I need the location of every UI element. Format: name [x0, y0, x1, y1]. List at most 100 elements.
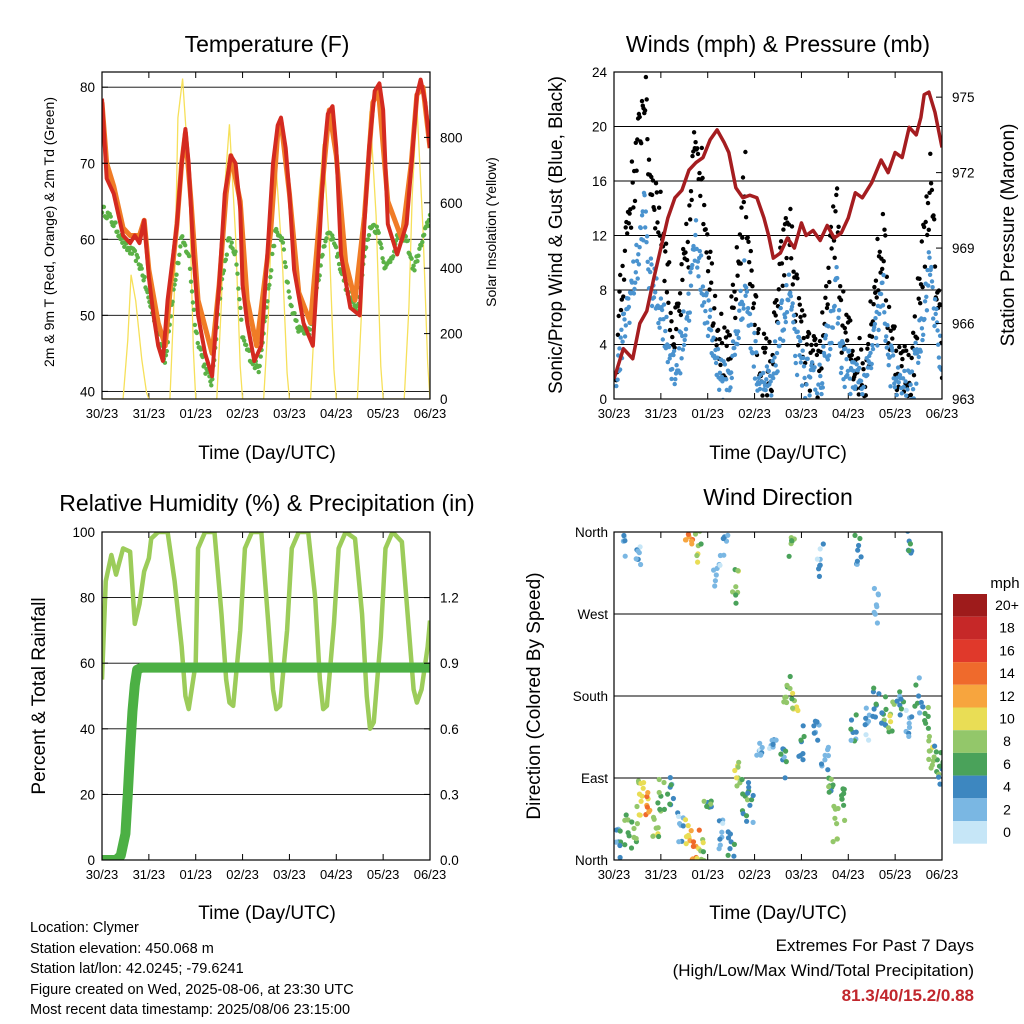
gust-point	[773, 313, 778, 318]
wind-point	[695, 265, 700, 270]
wind-point	[863, 401, 867, 405]
wind-point	[740, 302, 746, 307]
direction-point	[744, 797, 751, 803]
dewpoint-point	[202, 362, 207, 367]
dewpoint-point	[380, 256, 385, 261]
y-tick-label: 60	[80, 232, 95, 247]
direction-point	[912, 703, 918, 709]
y-tick-label: 80	[80, 591, 95, 606]
gust-point	[892, 324, 897, 329]
dewpoint-point	[187, 266, 193, 271]
wind-point	[863, 401, 867, 405]
gust-point	[643, 74, 649, 80]
wind-point	[900, 400, 904, 404]
gust-point	[809, 342, 814, 348]
wind-point	[744, 289, 750, 294]
x-tick-label: 04/23	[320, 406, 353, 421]
wind-point	[639, 213, 645, 218]
gust-point	[763, 345, 768, 351]
direction-point	[903, 707, 909, 714]
x-tick-label: 05/23	[879, 867, 912, 882]
dewpoint-point	[189, 289, 195, 294]
x-tick-label: 30/23	[598, 406, 631, 421]
direction-point	[697, 532, 703, 534]
direction-point	[696, 827, 702, 833]
gust-point	[874, 295, 879, 300]
gust-point	[627, 211, 632, 216]
dewpoint-point	[286, 289, 291, 294]
direction-point	[633, 556, 639, 562]
wind-point	[835, 321, 840, 326]
direction-point	[725, 835, 732, 841]
wind-point	[813, 387, 818, 392]
dewpoint-point	[200, 354, 205, 360]
gust-point	[794, 272, 799, 277]
wind-point	[711, 335, 716, 340]
wind-point	[907, 400, 911, 404]
direction-point	[831, 803, 837, 809]
wind-point	[671, 352, 676, 358]
extremes-values: 81.3/40/15.2/0.88	[841, 986, 974, 1005]
wind-point	[738, 288, 743, 294]
wind-point	[658, 296, 664, 301]
wind-point	[868, 350, 873, 356]
y-tick-label: 80	[80, 80, 95, 95]
direction-point	[733, 584, 739, 590]
wind-point	[918, 349, 923, 354]
wind-point	[698, 287, 703, 292]
wind-point	[931, 316, 936, 321]
wind-point	[870, 346, 876, 352]
direction-point	[932, 743, 938, 749]
gust-point	[653, 226, 658, 231]
direction-point	[783, 759, 789, 765]
wind-point	[644, 240, 649, 245]
direction-point	[621, 521, 626, 526]
x-tick-label: 02/23	[226, 406, 259, 421]
direction-point	[875, 591, 881, 597]
direction-point	[841, 802, 847, 808]
dewpoint-point	[210, 377, 215, 382]
wind-point	[934, 320, 940, 325]
wind-point	[836, 315, 841, 320]
wind-point	[678, 330, 684, 335]
wind-point	[877, 311, 882, 317]
wind-point	[705, 320, 710, 325]
gust-point	[620, 263, 625, 269]
wind-point	[683, 333, 688, 338]
x-tick-label: 06/23	[414, 867, 447, 882]
direction-point	[745, 780, 752, 786]
direction-point	[811, 723, 817, 729]
direction-point	[641, 780, 647, 786]
direction-point	[887, 713, 893, 719]
dewpoint-point	[178, 244, 183, 249]
wind-point	[681, 342, 687, 348]
gust-point	[789, 224, 795, 229]
dewpoint-point	[425, 223, 430, 229]
wind-point	[916, 354, 921, 360]
direction-point	[754, 752, 760, 758]
dewpoint-point	[244, 342, 249, 348]
direction-point	[855, 547, 861, 553]
legend-swatch	[953, 707, 987, 731]
gust-point	[683, 250, 688, 255]
gust-point	[802, 313, 807, 318]
extremes-title: Extremes For Past 7 Days	[775, 936, 974, 955]
gust-point	[779, 261, 785, 266]
wind-point	[636, 252, 641, 257]
wind-point	[825, 357, 830, 362]
legend-label: 6	[1003, 756, 1011, 772]
gust-point	[861, 367, 866, 372]
wind-points	[614, 190, 942, 405]
x-tick-label: 06/23	[926, 406, 959, 421]
wind-point	[914, 381, 919, 386]
gust-point	[667, 260, 672, 265]
gust-point	[725, 329, 730, 334]
gust-point	[923, 219, 928, 225]
humidity-xlabel: Time (Day/UTC)	[198, 903, 336, 924]
direction-point	[692, 532, 699, 537]
dewpoint-point	[426, 217, 430, 223]
gust-point	[925, 200, 931, 206]
wind-point	[901, 384, 906, 390]
gust-point	[679, 262, 684, 267]
wind-point	[747, 311, 753, 317]
